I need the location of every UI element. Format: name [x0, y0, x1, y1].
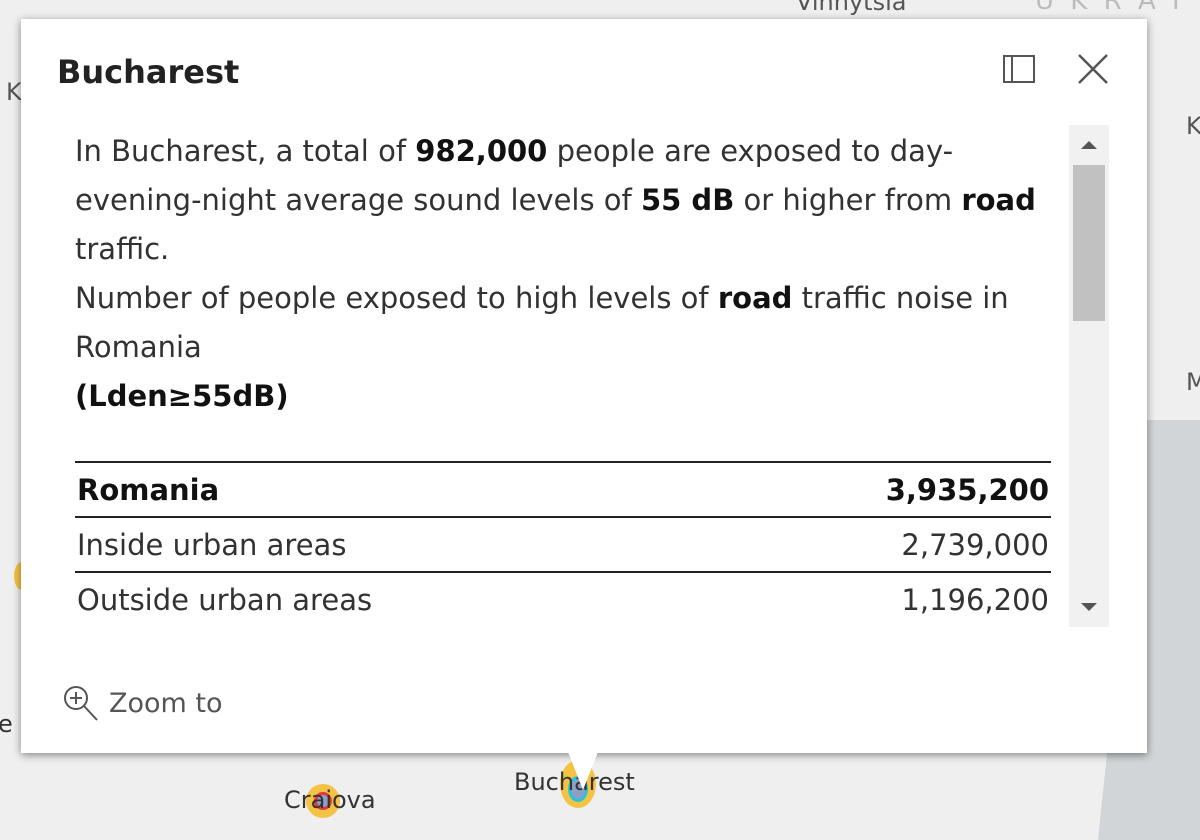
popup-content: In Bucharest, a total of 982,000 people …: [75, 127, 1055, 627]
table-row: Inside urban areas 2,739,000: [75, 516, 1051, 572]
exposed-count: 982,000: [415, 134, 548, 168]
popup-title: Bucharest: [57, 53, 240, 91]
heading-threshold: (Lden≥55dB): [75, 379, 289, 413]
close-icon[interactable]: [1073, 49, 1113, 89]
zoom-to-button[interactable]: Zoom to: [61, 683, 223, 723]
scrollbar-thumb[interactable]: [1073, 165, 1105, 321]
row-label: Inside urban areas: [75, 516, 701, 572]
map-label-k-right: K: [1186, 112, 1200, 140]
row-label: Outside urban areas: [75, 571, 701, 626]
map-label-e-left: e: [0, 710, 13, 738]
dock-icon[interactable]: [1003, 55, 1035, 83]
scroll-down-icon[interactable]: [1081, 603, 1097, 611]
heading-part: Number of people exposed to high levels …: [75, 281, 718, 315]
summary-text: In Bucharest, a total of 982,000 people …: [75, 127, 1055, 274]
summary-part: traffic.: [75, 232, 170, 266]
map-label-k-left: K: [6, 78, 22, 106]
map-label-ukraine: U K R A I: [1035, 0, 1184, 16]
map-label-vinnytsia: Vinnytsia: [796, 0, 907, 16]
row-value: 1,196,200: [700, 571, 1051, 626]
table-row: Romania 3,935,200: [75, 461, 1051, 517]
map-label-craiova: Craiova: [284, 786, 376, 814]
scroll-up-icon[interactable]: [1081, 141, 1097, 149]
row-value: 2,739,000: [700, 516, 1051, 572]
table-heading: Number of people exposed to high levels …: [75, 274, 1055, 421]
exposure-table: Romania 3,935,200 Inside urban areas 2,739…: [75, 461, 1051, 626]
summary-part: people are exposed to day-evening-night …: [75, 134, 954, 217]
zoom-in-icon: [64, 686, 98, 721]
noise-source: road: [961, 183, 1036, 217]
summary-part: or higher from: [734, 183, 962, 217]
sound-level: 55 dB: [640, 183, 735, 217]
map-label-m-right: M: [1186, 368, 1200, 396]
summary-part: In Bucharest, a total of: [75, 134, 416, 168]
heading-source: road: [717, 281, 793, 315]
scrollbar[interactable]: [1069, 125, 1109, 627]
row-label: Romania: [75, 461, 701, 517]
row-value: 3,935,200: [700, 461, 1051, 517]
table-row: Outside urban areas 1,196,200: [75, 571, 1051, 626]
heading-part: traffic noise in Romania: [75, 281, 1009, 364]
popup-pointer: [568, 752, 598, 790]
popup: Bucharest In Bucharest, a total of 982,0…: [21, 19, 1147, 753]
zoom-to-label: Zoom to: [109, 687, 223, 719]
